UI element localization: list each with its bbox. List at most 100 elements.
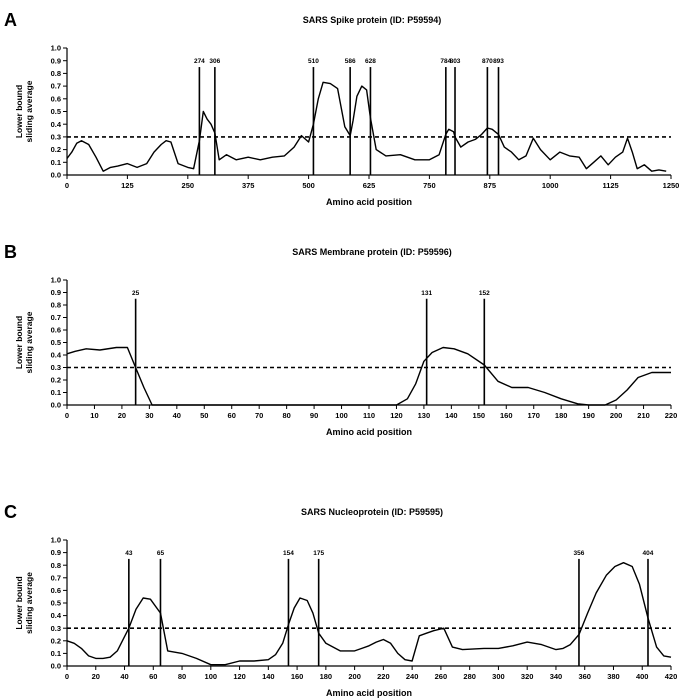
x-tick-label: 420	[665, 672, 678, 681]
position-marker-label: 175	[313, 550, 324, 557]
y-tick-label: 1.0	[51, 44, 61, 53]
y-tick-label: 0.9	[51, 288, 61, 297]
x-tick-label: 100	[205, 672, 218, 681]
x-tick-label: 300	[492, 672, 505, 681]
y-axis-label-line: Lower bound	[14, 316, 24, 369]
y-tick-label: 0.8	[51, 301, 61, 310]
x-tick-label: 150	[473, 411, 486, 420]
x-tick-label: 140	[445, 411, 458, 420]
y-tick-label: 0.1	[51, 649, 61, 658]
y-tick-label: 0.2	[51, 636, 61, 645]
y-tick-label: 0.8	[51, 561, 61, 570]
x-tick-label: 400	[636, 672, 649, 681]
x-tick-label: 180	[320, 672, 333, 681]
y-axis-label: Lower boundsliding average	[14, 311, 34, 373]
x-tick-label: 160	[500, 411, 513, 420]
x-tick-label: 110	[363, 411, 375, 420]
x-tick-label: 625	[363, 181, 376, 190]
x-tick-label: 380	[607, 672, 620, 681]
x-tick-label: 1125	[602, 181, 618, 190]
x-tick-label: 140	[262, 672, 275, 681]
x-tick-label: 220	[665, 411, 678, 420]
x-tick-label: 1250	[663, 181, 680, 190]
position-marker-label: 586	[345, 58, 356, 65]
x-tick-label: 0	[65, 411, 69, 420]
chart-title: SARS Nucleoprotein (ID: P59595)	[301, 507, 443, 517]
x-tick-label: 320	[521, 672, 534, 681]
x-tick-label: 100	[335, 411, 348, 420]
x-tick-label: 200	[348, 672, 361, 681]
y-tick-label: 0.0	[51, 662, 61, 671]
x-tick-label: 90	[310, 411, 318, 420]
position-marker-label: 43	[125, 550, 133, 557]
x-tick-label: 1000	[542, 181, 559, 190]
x-tick-label: 250	[182, 181, 195, 190]
x-tick-label: 0	[65, 181, 69, 190]
x-tick-label: 125	[121, 181, 134, 190]
chart-panel-c: C SARS Nucleoprotein (ID: P59595) Lower bo…	[4, 502, 677, 698]
position-marker-label: 803	[450, 58, 461, 65]
y-tick-label: 0.1	[51, 388, 61, 397]
y-axis-label-line: sliding average	[24, 572, 34, 634]
position-marker-label: 65	[157, 550, 165, 557]
x-tick-label: 60	[228, 411, 236, 420]
x-tick-label: 500	[302, 181, 315, 190]
y-tick-label: 0.3	[51, 624, 61, 633]
y-tick-label: 0.3	[51, 363, 61, 372]
x-tick-label: 180	[555, 411, 568, 420]
position-marker-label: 510	[308, 58, 319, 65]
panel-letter: A	[4, 10, 17, 30]
y-axis-label: Lower boundsliding average	[14, 572, 34, 634]
y-tick-label: 0.7	[51, 82, 61, 91]
position-marker-label: 154	[283, 550, 294, 557]
chart-panel-a: A SARS Spike protein (ID: P59594) Lower bo…	[4, 10, 679, 207]
x-tick-label: 0	[65, 672, 69, 681]
x-tick-label: 30	[145, 411, 153, 420]
series-line	[66, 346, 671, 406]
y-tick-label: 0.5	[51, 107, 61, 116]
chart-title: SARS Spike protein (ID: P59594)	[303, 15, 442, 25]
position-marker-label: 628	[365, 58, 376, 65]
y-tick-label: 0.7	[51, 573, 61, 582]
y-tick-label: 0.1	[51, 158, 61, 167]
y-axis-label-line: sliding average	[24, 311, 34, 373]
y-tick-label: 1.0	[51, 276, 61, 285]
panel-letter: B	[4, 242, 17, 262]
y-tick-label: 0.5	[51, 599, 61, 608]
x-tick-label: 360	[578, 672, 591, 681]
x-tick-label: 40	[120, 672, 128, 681]
x-tick-label: 80	[282, 411, 290, 420]
x-tick-label: 160	[291, 672, 304, 681]
position-marker-label: 784	[440, 58, 451, 65]
x-axis-label: Amino acid position	[326, 688, 412, 698]
y-tick-label: 0.4	[51, 120, 62, 129]
y-tick-label: 0.0	[51, 401, 61, 410]
x-tick-label: 170	[527, 411, 540, 420]
y-tick-label: 0.8	[51, 69, 61, 78]
x-tick-label: 80	[178, 672, 186, 681]
x-tick-label: 200	[610, 411, 623, 420]
y-axis-label-line: Lower bound	[14, 576, 24, 629]
x-tick-label: 130	[418, 411, 431, 420]
y-tick-label: 0.5	[51, 338, 61, 347]
y-tick-label: 0.4	[51, 611, 62, 620]
y-tick-label: 0.2	[51, 145, 61, 154]
position-marker-label: 404	[643, 550, 654, 557]
x-tick-label: 40	[173, 411, 181, 420]
chart-title: SARS Membrane protein (ID: P59596)	[292, 247, 452, 257]
x-tick-label: 220	[377, 672, 390, 681]
x-tick-label: 375	[242, 181, 255, 190]
panel-letter: C	[4, 502, 17, 522]
y-tick-label: 0.0	[51, 171, 61, 180]
x-tick-label: 210	[637, 411, 650, 420]
position-marker-label: 870	[482, 58, 493, 65]
chart-panel-b: B SARS Membrane protein (ID: P59596) Lower…	[4, 242, 677, 437]
x-axis-label: Amino acid position	[326, 427, 412, 437]
y-tick-label: 0.6	[51, 326, 61, 335]
y-axis-label: Lower boundsliding average	[14, 80, 34, 142]
x-tick-label: 340	[550, 672, 563, 681]
x-tick-label: 10	[90, 411, 98, 420]
x-tick-label: 120	[390, 411, 403, 420]
x-tick-label: 260	[435, 672, 448, 681]
